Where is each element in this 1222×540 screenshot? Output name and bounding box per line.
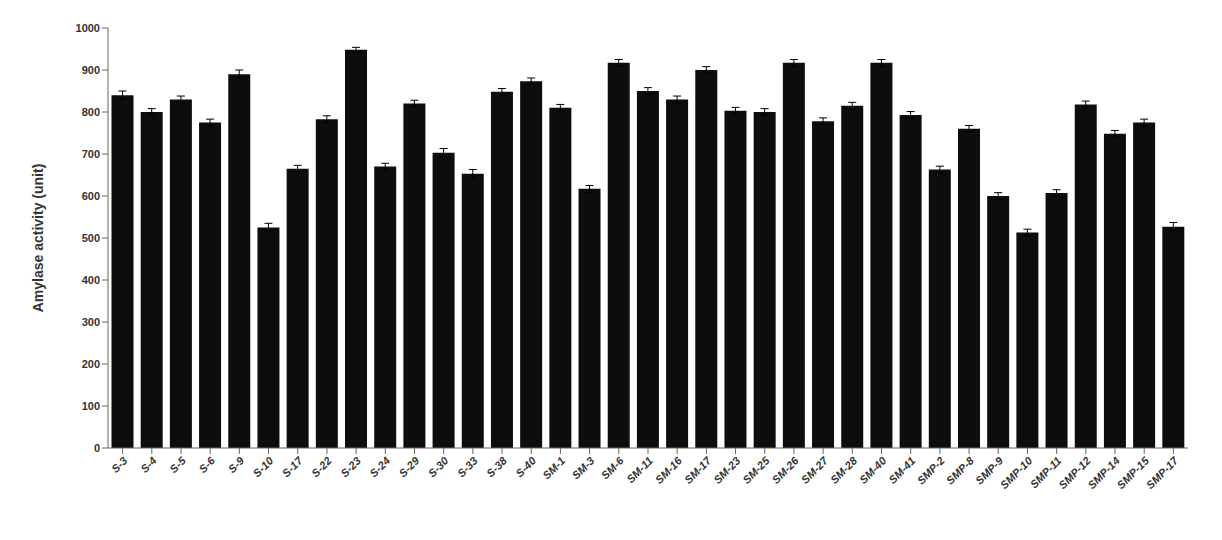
svg-text:100: 100	[82, 400, 100, 412]
svg-text:S-40: S-40	[513, 454, 539, 480]
svg-text:SM-40: SM-40	[857, 454, 889, 486]
svg-text:SM-1: SM-1	[540, 454, 567, 481]
svg-text:600: 600	[82, 190, 100, 202]
svg-text:400: 400	[82, 274, 100, 286]
svg-text:S-6: S-6	[197, 454, 218, 475]
svg-text:SMP-11: SMP-11	[1027, 454, 1064, 491]
svg-text:SM-26: SM-26	[769, 454, 801, 486]
svg-text:SM-16: SM-16	[653, 454, 685, 486]
svg-text:SMP-2: SMP-2	[915, 454, 947, 486]
svg-text:200: 200	[82, 358, 100, 370]
svg-text:S-17: S-17	[280, 454, 306, 480]
svg-text:S-4: S-4	[138, 454, 159, 475]
svg-text:SMP-9: SMP-9	[972, 454, 1006, 487]
svg-text:SMP-15: SMP-15	[1114, 454, 1152, 491]
svg-text:S-5: S-5	[167, 454, 188, 475]
svg-text:SM-11: SM-11	[624, 454, 655, 485]
svg-text:SM-23: SM-23	[711, 454, 742, 485]
svg-text:SMP-14: SMP-14	[1085, 454, 1122, 491]
svg-text:SM-25: SM-25	[740, 454, 772, 486]
svg-text:S-9: S-9	[226, 454, 247, 475]
svg-text:S-24: S-24	[367, 454, 392, 479]
svg-text:S-10: S-10	[251, 454, 277, 480]
svg-text:S-29: S-29	[396, 454, 422, 480]
svg-text:SMP-10: SMP-10	[998, 454, 1035, 491]
svg-text:900: 900	[82, 64, 100, 76]
svg-text:SMP-17: SMP-17	[1144, 454, 1181, 491]
svg-text:Amylase activity (unit): Amylase activity (unit)	[30, 164, 46, 313]
svg-text:700: 700	[82, 148, 100, 160]
svg-text:SMP-8: SMP-8	[944, 454, 977, 487]
svg-text:1000: 1000	[76, 22, 100, 34]
svg-text:0: 0	[94, 442, 100, 454]
svg-text:800: 800	[82, 106, 100, 118]
svg-text:S-3: S-3	[109, 454, 130, 475]
svg-text:300: 300	[82, 316, 100, 328]
svg-text:S-22: S-22	[309, 454, 334, 479]
svg-text:S-33: S-33	[455, 454, 480, 479]
svg-text:S-23: S-23	[338, 454, 363, 479]
svg-text:S-30: S-30	[426, 454, 452, 480]
svg-text:SM-27: SM-27	[799, 454, 831, 486]
svg-text:500: 500	[82, 232, 100, 244]
svg-text:SM-3: SM-3	[569, 454, 596, 481]
svg-text:SM-28: SM-28	[828, 454, 860, 486]
svg-text:SMP-12: SMP-12	[1056, 454, 1093, 491]
svg-text:SM-41: SM-41	[886, 454, 917, 485]
svg-text:SM-6: SM-6	[599, 454, 627, 482]
svg-text:S-38: S-38	[484, 454, 510, 480]
svg-text:SM-17: SM-17	[682, 454, 714, 486]
